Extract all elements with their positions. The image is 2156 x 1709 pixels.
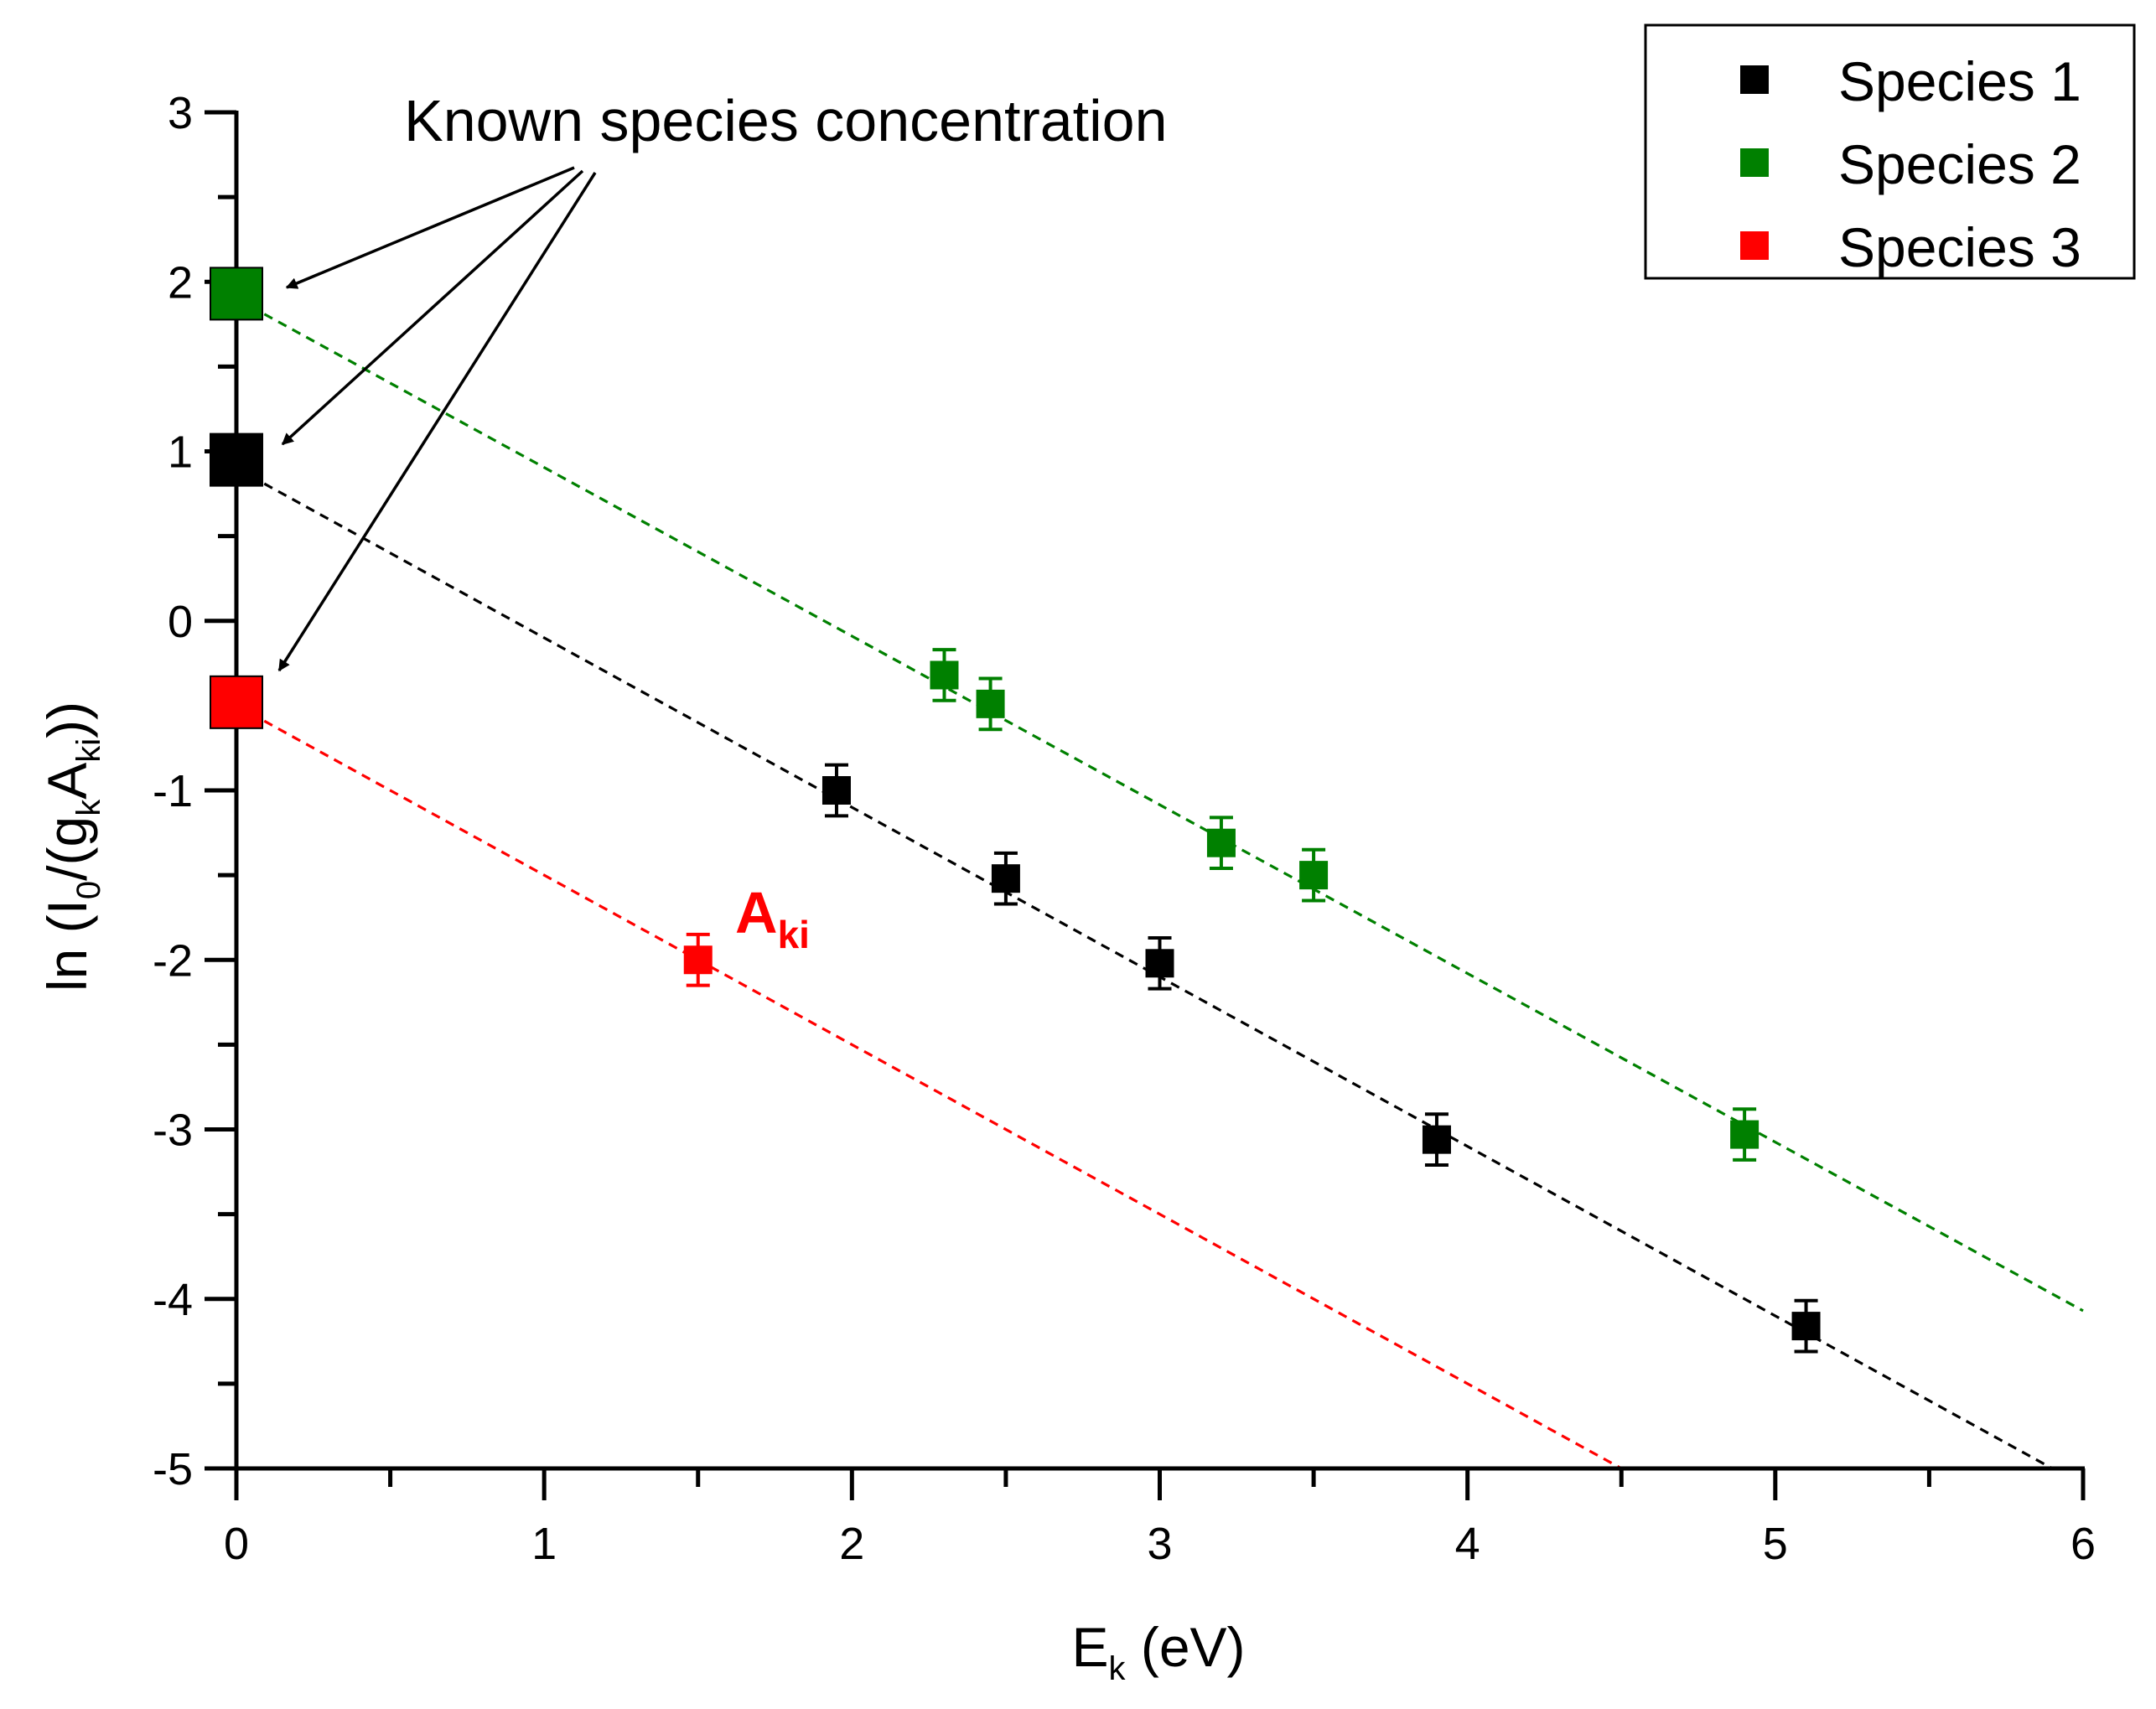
x-tick-label: 1	[531, 1519, 557, 1569]
point-marker	[991, 864, 1020, 893]
legend-box	[1644, 23, 2136, 280]
data-point-species-2	[1730, 1107, 1760, 1162]
x-tick-label: 4	[1455, 1519, 1480, 1569]
x-tick-label: 0	[224, 1519, 249, 1569]
legend-marker-species-3	[1740, 231, 1769, 260]
fit-line-species-3	[236, 704, 1623, 1470]
y-title-sub2: k	[70, 799, 107, 816]
data-point-species-3	[683, 932, 713, 987]
fit-line-species-2	[236, 298, 2084, 1313]
axes	[234, 111, 2085, 1471]
x-title-rest: (eV)	[1126, 1616, 1246, 1678]
y-tick-label: 1	[168, 427, 193, 478]
point-marker	[1299, 861, 1329, 890]
x-tick-label: 6	[2070, 1519, 2096, 1569]
intercept-marker-species-2	[210, 267, 263, 321]
legend-marker-species-1	[1740, 65, 1769, 94]
legend-marker-species-2	[1740, 148, 1769, 177]
y-tick-label: -3	[153, 1106, 193, 1156]
data-point-species-1	[991, 851, 1020, 906]
point-marker	[976, 689, 1005, 718]
annotation-aki: Aki	[735, 880, 810, 956]
legend-label-species-3: Species 3	[1838, 216, 2081, 278]
y-title-sub1: 0	[70, 881, 107, 899]
arrow-to-species-1	[281, 169, 584, 446]
data-point-species-1	[1791, 1298, 1821, 1354]
y-tick-label: 3	[168, 88, 193, 138]
y-title-part1: ln (I	[36, 899, 98, 992]
data-point-species-2	[1206, 816, 1236, 871]
point-marker	[1791, 1312, 1821, 1341]
x-tick-label: 5	[1763, 1519, 1788, 1569]
x-tick-label: 3	[1147, 1519, 1172, 1569]
point-marker	[1145, 949, 1174, 978]
ticks: 0 1 2 3 4 5 6 3 2 1 0 -1 -2 -3 -4 -5	[153, 88, 2096, 1569]
y-tick-label: -5	[153, 1444, 193, 1494]
intercept-marker-species-3	[210, 675, 263, 729]
aki-main: A	[735, 880, 778, 945]
x-tick-label: 2	[839, 1519, 864, 1569]
data-point-species-2	[930, 648, 959, 702]
y-title-part2: /(g	[36, 816, 98, 881]
point-marker	[1206, 828, 1236, 857]
y-title-part4: ))	[36, 702, 98, 738]
data-point-species-2	[976, 676, 1005, 732]
y-title-part3: A	[36, 763, 98, 800]
x-title-sub: k	[1109, 1650, 1127, 1687]
data-point-species-1	[1145, 935, 1174, 991]
data-point-species-1	[1422, 1112, 1451, 1167]
legend-label-species-1: Species 1	[1838, 50, 2081, 112]
legend: Species 1 Species 2 Species 3	[1644, 23, 2136, 280]
intercept-marker-species-1	[210, 432, 263, 487]
data-points	[210, 267, 1821, 1354]
legend-label-species-2: Species 2	[1838, 133, 2081, 195]
arrow-to-species-3	[277, 172, 597, 672]
y-tick-label: -4	[153, 1275, 193, 1325]
y-tick-label: -2	[153, 935, 193, 986]
point-marker	[1730, 1120, 1760, 1149]
y-title-sub3: ki	[70, 738, 107, 763]
y-tick-label: 0	[168, 597, 193, 647]
x-axis-title: Ek (eV)	[1071, 1616, 1245, 1687]
point-marker	[1422, 1125, 1451, 1154]
y-axis-title: ln (I0/(gkAki))	[36, 702, 107, 992]
aki-sub: ki	[778, 913, 810, 956]
point-marker	[683, 945, 713, 975]
x-title-main: E	[1071, 1616, 1108, 1678]
arrow-to-species-2	[285, 166, 575, 289]
fit-lines	[236, 298, 2084, 1470]
y-tick-label: -1	[153, 766, 193, 816]
fit-line-species-1	[236, 467, 2054, 1470]
annotation-known-species: Known species concentration	[404, 88, 1168, 153]
point-marker	[821, 776, 851, 805]
data-point-species-2	[1299, 847, 1329, 903]
point-marker	[930, 660, 959, 690]
data-point-species-1	[821, 763, 851, 818]
y-tick-label: 2	[168, 257, 193, 308]
